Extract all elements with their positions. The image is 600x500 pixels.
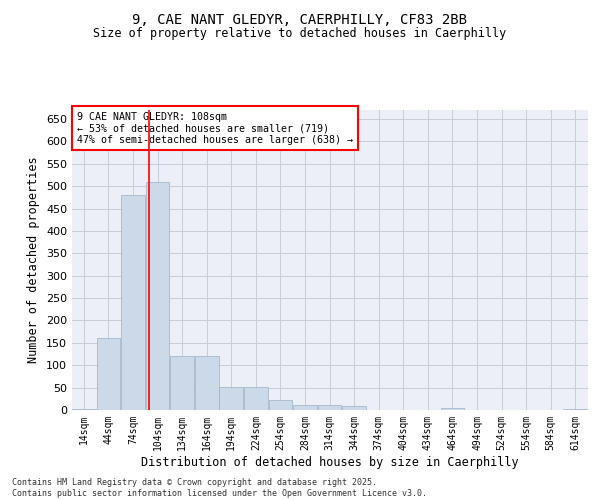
Bar — [97, 338, 121, 410]
Bar — [121, 195, 145, 410]
Bar — [170, 356, 194, 410]
Bar — [220, 386, 243, 410]
Bar — [146, 182, 169, 410]
Bar — [563, 408, 587, 410]
Y-axis label: Number of detached properties: Number of detached properties — [28, 156, 40, 364]
Bar — [244, 386, 268, 410]
Text: 9, CAE NANT GLEDYR, CAERPHILLY, CF83 2BB: 9, CAE NANT GLEDYR, CAERPHILLY, CF83 2BB — [133, 12, 467, 26]
Text: Size of property relative to detached houses in Caerphilly: Size of property relative to detached ho… — [94, 28, 506, 40]
Bar — [293, 405, 317, 410]
Bar — [269, 400, 292, 410]
X-axis label: Distribution of detached houses by size in Caerphilly: Distribution of detached houses by size … — [141, 456, 519, 468]
Bar — [318, 405, 341, 410]
Bar — [72, 408, 96, 410]
Bar — [440, 408, 464, 410]
Bar — [342, 406, 366, 410]
Text: Contains HM Land Registry data © Crown copyright and database right 2025.
Contai: Contains HM Land Registry data © Crown c… — [12, 478, 427, 498]
Bar — [195, 356, 218, 410]
Text: 9 CAE NANT GLEDYR: 108sqm
← 53% of detached houses are smaller (719)
47% of semi: 9 CAE NANT GLEDYR: 108sqm ← 53% of detac… — [77, 112, 353, 144]
